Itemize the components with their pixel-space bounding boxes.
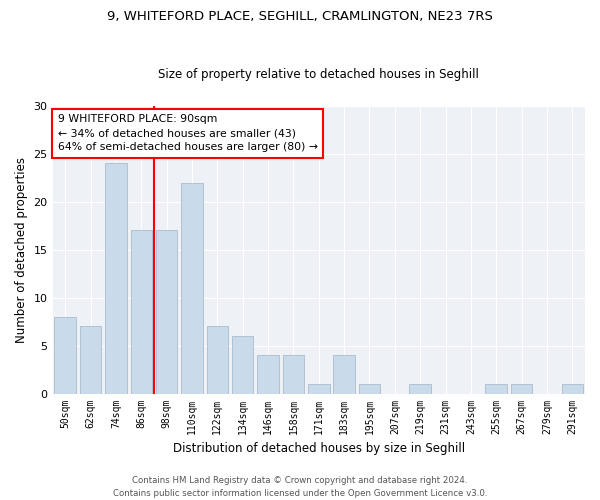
Bar (485, 384, 507, 394)
Bar (232, 336, 253, 394)
Bar (156, 230, 178, 394)
Text: 9, WHITEFORD PLACE, SEGHILL, CRAMLINGTON, NE23 7RS: 9, WHITEFORD PLACE, SEGHILL, CRAMLINGTON… (107, 10, 493, 23)
Bar (80, 326, 101, 394)
Text: Contains HM Land Registry data © Crown copyright and database right 2024.
Contai: Contains HM Land Registry data © Crown c… (113, 476, 487, 498)
Bar (55, 317, 76, 394)
Bar (206, 326, 228, 394)
Bar (359, 384, 380, 394)
Bar (283, 355, 304, 394)
Y-axis label: Number of detached properties: Number of detached properties (15, 156, 28, 342)
Bar (131, 230, 152, 394)
Title: Size of property relative to detached houses in Seghill: Size of property relative to detached ho… (158, 68, 479, 81)
Bar (181, 182, 203, 394)
Bar (105, 164, 127, 394)
Bar (409, 384, 431, 394)
Text: 9 WHITEFORD PLACE: 90sqm
← 34% of detached houses are smaller (43)
64% of semi-d: 9 WHITEFORD PLACE: 90sqm ← 34% of detach… (58, 114, 318, 152)
Bar (334, 355, 355, 394)
Bar (257, 355, 279, 394)
Bar (308, 384, 329, 394)
Bar (562, 384, 583, 394)
Bar (511, 384, 532, 394)
X-axis label: Distribution of detached houses by size in Seghill: Distribution of detached houses by size … (173, 442, 465, 455)
